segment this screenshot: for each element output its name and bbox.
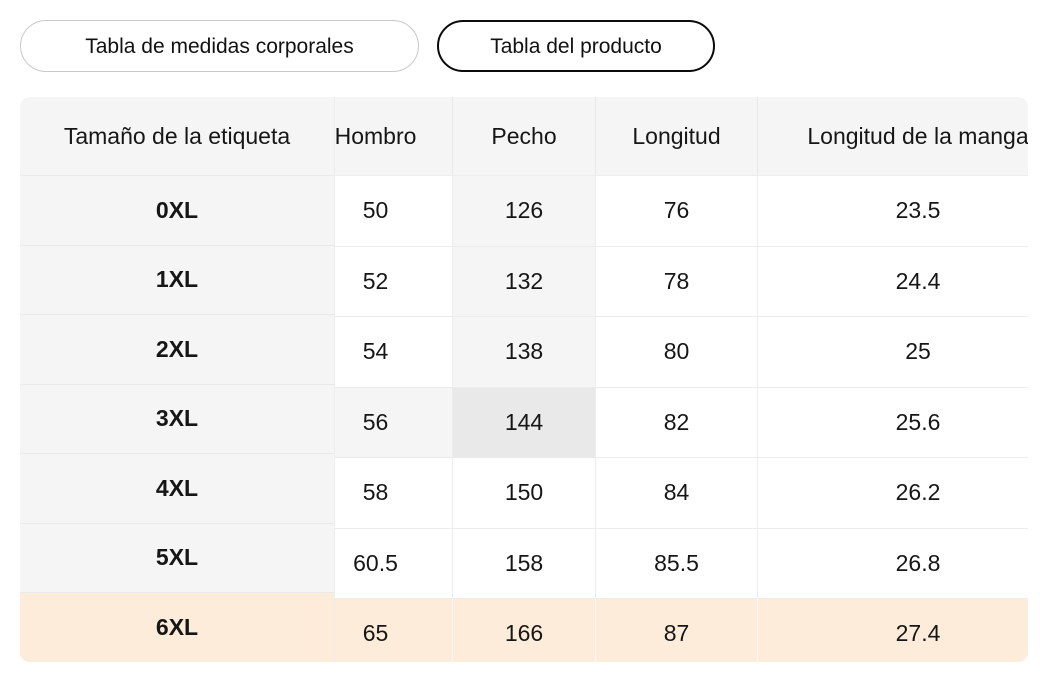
table-cell[interactable]: 132 — [452, 246, 595, 316]
table-cell[interactable]: 25.6 — [757, 387, 1028, 457]
table-cell[interactable]: 23.5 — [757, 176, 1028, 246]
column-header-manga: Longitud de la manga — [757, 97, 1028, 175]
column-header-hombro: Hombro — [298, 97, 452, 175]
chart-tabs: Tabla de medidas corporales Tabla del pr… — [20, 20, 715, 72]
table-cell[interactable]: 84 — [595, 458, 757, 528]
table-cell-selected[interactable]: 144 — [452, 387, 595, 457]
table-header-row: Hombro Pecho Longitud Longitud de la man… — [298, 97, 1028, 175]
column-header-pecho: Pecho — [452, 97, 595, 175]
size-label-2xl[interactable]: 2XL — [20, 314, 334, 384]
sticky-size-column: Tamaño de la etiqueta 0XL 1XL 2XL 3XL 4X… — [20, 97, 335, 662]
table-scroll-area[interactable]: Hombro Pecho Longitud Longitud de la man… — [298, 97, 1028, 662]
table-row: 52 132 78 24.4 — [298, 245, 1028, 316]
size-label-3xl[interactable]: 3XL — [20, 383, 334, 453]
table-cell[interactable]: 166 — [452, 599, 595, 662]
table-row-highlighted: 65 166 87 27.4 — [298, 598, 1028, 662]
table-cell[interactable]: 76 — [595, 176, 757, 246]
size-table[interactable]: Hombro Pecho Longitud Longitud de la man… — [20, 97, 1028, 662]
column-header-longitud: Longitud — [595, 97, 757, 175]
size-label-6xl[interactable]: 6XL — [20, 592, 334, 662]
table-cell[interactable]: 27.4 — [757, 599, 1028, 662]
table-row-selected: 56 144 82 25.6 — [298, 386, 1028, 457]
size-label-5xl[interactable]: 5XL — [20, 522, 334, 592]
table-cell[interactable]: 24.4 — [757, 246, 1028, 316]
table-row: 50 126 76 23.5 — [298, 175, 1028, 246]
table-cell[interactable]: 87 — [595, 599, 757, 662]
table-cell[interactable]: 85.5 — [595, 528, 757, 598]
table-cell[interactable]: 150 — [452, 458, 595, 528]
size-label-1xl[interactable]: 1XL — [20, 244, 334, 314]
table-cell[interactable]: 82 — [595, 387, 757, 457]
table-cell[interactable]: 126 — [452, 176, 595, 246]
size-label-4xl[interactable]: 4XL — [20, 453, 334, 523]
table-cell[interactable]: 26.8 — [757, 528, 1028, 598]
table-row: 58 150 84 26.2 — [298, 457, 1028, 528]
table-cell[interactable]: 158 — [452, 528, 595, 598]
table-cell[interactable]: 25 — [757, 317, 1028, 387]
tab-product-measurements[interactable]: Tabla del producto — [437, 20, 715, 72]
table-cell[interactable]: 138 — [452, 317, 595, 387]
table-row: 60.5 158 85.5 26.8 — [298, 527, 1028, 598]
column-header-size: Tamaño de la etiqueta — [20, 97, 334, 175]
table-cell[interactable]: 26.2 — [757, 458, 1028, 528]
tab-body-measurements[interactable]: Tabla de medidas corporales — [20, 20, 419, 72]
table-cell[interactable]: 78 — [595, 246, 757, 316]
table-cell[interactable]: 80 — [595, 317, 757, 387]
size-label-0xl[interactable]: 0XL — [20, 175, 334, 245]
table-cell[interactable]: 50 — [298, 176, 452, 246]
table-row: 54 138 80 25 — [298, 316, 1028, 387]
